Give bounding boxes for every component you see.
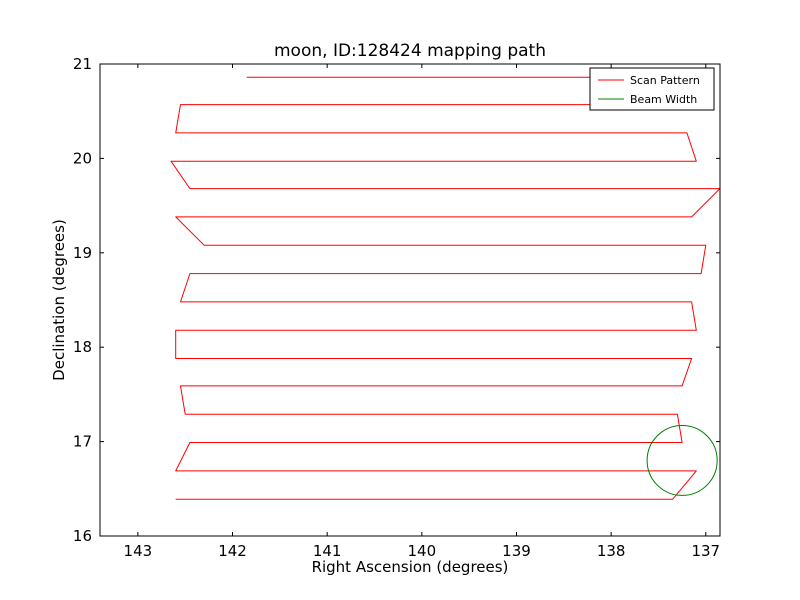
x-tick-label: 138 [597,542,626,560]
legend-label-scan-pattern: Scan Pattern [630,74,700,87]
y-tick-label: 21 [73,55,92,73]
x-tick-label: 141 [313,542,342,560]
y-tick-label: 16 [73,527,92,545]
y-tick-label: 18 [73,338,92,356]
legend-label-beam-width: Beam Width [630,93,697,106]
x-tick-label: 140 [408,542,437,560]
x-axis-label: Right Ascension (degrees) [312,558,509,576]
x-tick-label: 143 [124,542,153,560]
plot-area [170,76,720,500]
legend-box [589,67,715,111]
chart-title: moon, ID:128424 mapping path [274,41,546,61]
y-tick-label: 17 [73,433,92,451]
x-tick-label: 139 [502,542,531,560]
legend: Scan Pattern Beam Width [589,67,715,111]
y-tick-label: 20 [73,149,92,167]
x-tick-label: 137 [691,542,720,560]
beam-width-circle [646,425,718,496]
axes-ticks: 143 142 141 140 139 138 137 16 17 18 19 20 21 [73,55,720,560]
scan-pattern-line [170,76,720,500]
plot-frame [99,63,721,537]
y-tick-label: 19 [73,244,92,262]
x-tick-label: 142 [218,542,247,560]
y-axis-label: Declination (degrees) [50,219,68,381]
